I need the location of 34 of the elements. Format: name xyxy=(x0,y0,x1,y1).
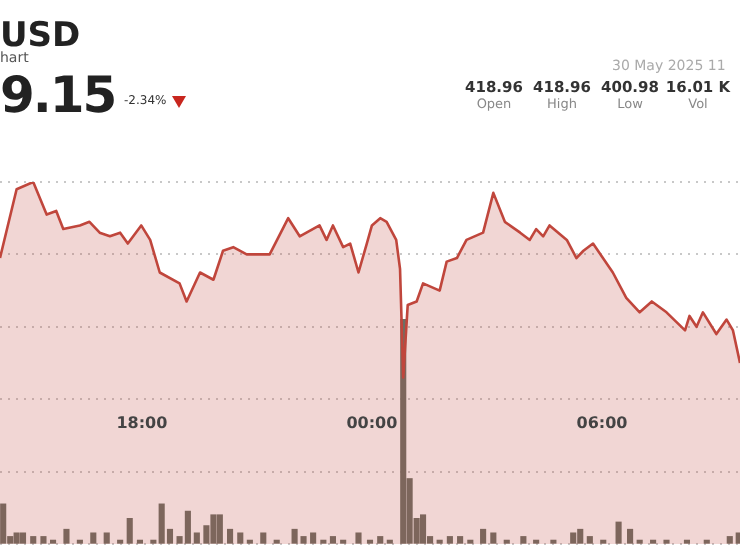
bar xyxy=(735,532,740,544)
bar xyxy=(726,536,733,544)
x-tick-label: 00:00 xyxy=(346,414,399,433)
bar xyxy=(355,532,362,544)
bar xyxy=(158,503,165,544)
bar xyxy=(237,532,244,544)
bar xyxy=(615,521,622,544)
bar xyxy=(216,514,223,544)
bar xyxy=(520,536,527,544)
bar xyxy=(210,514,217,544)
bar xyxy=(30,536,37,544)
bar xyxy=(377,536,384,544)
bar xyxy=(226,528,234,544)
bar xyxy=(490,532,497,544)
bar xyxy=(103,532,110,544)
bar xyxy=(419,514,427,544)
bar xyxy=(260,532,267,544)
bar xyxy=(63,528,70,544)
bar xyxy=(570,532,577,544)
bar xyxy=(90,532,97,544)
bar xyxy=(577,528,584,544)
bar xyxy=(0,503,7,544)
bar xyxy=(329,536,336,544)
bar xyxy=(627,528,634,544)
bar xyxy=(126,518,133,544)
text: 9.15 xyxy=(0,66,116,124)
bar xyxy=(446,536,453,544)
bar xyxy=(480,528,487,544)
x-tick-label: 06:00 xyxy=(576,414,629,433)
bar xyxy=(457,536,464,544)
bar xyxy=(13,532,20,544)
x-tick-label: 18:00 xyxy=(116,414,169,433)
bar xyxy=(586,536,593,544)
bar xyxy=(19,532,27,544)
